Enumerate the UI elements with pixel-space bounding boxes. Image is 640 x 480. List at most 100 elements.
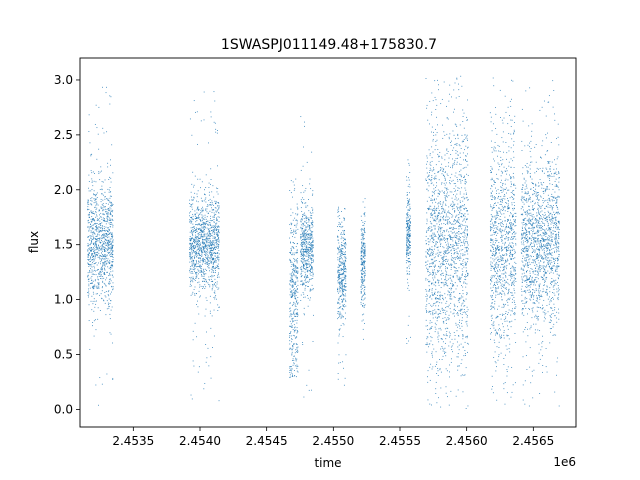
data-point [447,252,449,254]
data-point [406,232,408,234]
data-point [364,254,366,256]
data-point [342,361,344,363]
data-point [208,276,210,278]
data-point [218,250,220,252]
data-point [112,209,114,211]
data-point [339,281,341,283]
data-point [313,261,314,263]
data-point [91,241,92,243]
data-point [190,219,192,221]
data-point [406,197,408,199]
data-point [205,197,207,199]
data-point [87,262,89,264]
data-point [96,226,98,228]
data-point [201,216,203,218]
data-point [106,255,108,257]
data-point [430,215,432,216]
data-point [305,216,307,218]
data-point [307,233,309,235]
data-point [215,258,216,260]
data-point [431,246,433,248]
data-point [445,351,447,353]
data-point [212,254,213,256]
data-point [310,222,312,224]
data-point [111,232,113,234]
data-point [432,314,434,316]
data-point [444,209,446,211]
data-point [111,144,113,146]
data-point [338,269,340,271]
data-point [100,198,102,200]
data-point [209,259,211,261]
data-point [200,197,202,199]
data-point [101,290,103,292]
data-point [430,340,432,342]
data-point [312,289,314,291]
data-point [465,274,466,276]
data-point [293,273,295,275]
data-point [192,229,194,231]
data-point [214,200,216,202]
data-point [459,193,461,195]
data-point [342,316,344,318]
data-point [342,290,344,292]
data-point [197,206,199,208]
data-point [338,282,340,284]
data-point [203,249,205,251]
data-point [204,229,205,230]
data-point [303,235,304,237]
data-point [462,253,464,255]
data-point [202,247,204,248]
data-point [306,161,308,163]
data-point [99,210,100,212]
data-point [296,346,298,348]
data-point [104,206,106,208]
data-point [426,176,428,178]
data-point [102,256,104,257]
data-point [216,132,218,134]
data-point [302,234,304,236]
data-point [309,266,311,268]
data-point [455,216,456,218]
data-point [203,273,204,275]
data-point [460,263,462,264]
data-point [465,218,467,220]
data-point [190,254,192,256]
data-point [444,195,446,196]
data-point [199,286,201,288]
data-point [446,229,448,231]
data-point [91,153,93,155]
data-point [205,174,207,176]
data-point [109,243,111,245]
data-point [447,223,449,225]
data-point [88,252,90,254]
data-point [107,213,109,215]
data-point [88,239,90,241]
data-point [446,240,448,242]
data-point [433,251,435,253]
data-point [294,243,295,244]
data-point [342,273,344,275]
data-point [442,258,443,260]
data-point [338,259,340,261]
data-point [301,197,303,199]
data-point [108,244,110,246]
data-point [310,232,312,234]
data-point [110,333,112,335]
data-point [96,252,98,254]
data-point [95,195,97,197]
data-point [95,241,96,243]
data-point [445,320,447,321]
data-point [300,116,302,118]
data-point [107,250,109,251]
data-point [207,245,209,247]
data-point [213,284,215,286]
data-point [295,265,297,267]
data-point [107,219,109,221]
data-point [189,242,191,244]
data-point [408,246,410,248]
data-point [214,221,216,223]
data-point [200,266,201,268]
data-point [338,208,340,210]
data-point [363,275,365,277]
